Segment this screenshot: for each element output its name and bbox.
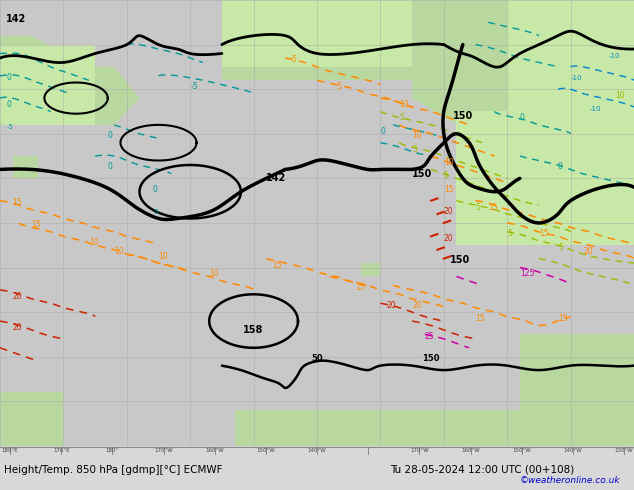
- Text: -5: -5: [190, 82, 198, 91]
- Text: 170°W: 170°W: [410, 448, 429, 453]
- Polygon shape: [412, 0, 456, 125]
- Text: 25: 25: [425, 332, 434, 341]
- Text: 10: 10: [615, 91, 624, 100]
- Text: 150: 150: [412, 169, 432, 179]
- Text: 150°W: 150°W: [512, 448, 531, 453]
- Text: 50: 50: [311, 354, 323, 363]
- Text: 0: 0: [152, 185, 157, 194]
- Text: 15: 15: [355, 283, 365, 292]
- Text: 15: 15: [476, 314, 485, 323]
- Text: 158: 158: [243, 325, 264, 335]
- Text: 10: 10: [89, 238, 98, 247]
- Polygon shape: [361, 263, 380, 276]
- Text: 5: 5: [292, 55, 297, 64]
- Text: 150: 150: [453, 111, 473, 121]
- Text: 125: 125: [520, 270, 534, 278]
- Text: 0: 0: [108, 131, 113, 140]
- Text: 5: 5: [444, 172, 449, 180]
- Text: 5: 5: [476, 202, 481, 212]
- Text: 140°W: 140°W: [307, 448, 327, 453]
- Polygon shape: [13, 156, 38, 178]
- Text: -10: -10: [609, 53, 620, 59]
- Polygon shape: [520, 334, 634, 446]
- Text: 20: 20: [444, 234, 453, 243]
- Text: 0: 0: [6, 74, 11, 82]
- Text: 0: 0: [6, 100, 11, 109]
- Text: 10: 10: [399, 100, 409, 109]
- Text: 15: 15: [444, 185, 453, 194]
- Text: 0: 0: [380, 127, 385, 136]
- Text: 150°W: 150°W: [257, 448, 275, 453]
- Polygon shape: [222, 0, 412, 67]
- Text: 142: 142: [6, 14, 27, 24]
- Text: 10: 10: [412, 131, 422, 140]
- Text: 10: 10: [114, 247, 124, 256]
- Text: 140°W: 140°W: [564, 448, 582, 453]
- Text: -10: -10: [571, 75, 582, 81]
- Text: 150: 150: [450, 255, 470, 265]
- Text: 20: 20: [387, 301, 396, 310]
- Text: 0: 0: [108, 163, 113, 172]
- Text: -10: -10: [590, 106, 601, 113]
- Text: 5: 5: [558, 243, 563, 252]
- Polygon shape: [0, 392, 63, 446]
- Polygon shape: [456, 0, 634, 125]
- Polygon shape: [222, 0, 412, 80]
- Text: 20: 20: [412, 301, 422, 310]
- Text: Height/Temp. 850 hPa [gdmp][°C] ECMWF: Height/Temp. 850 hPa [gdmp][°C] ECMWF: [4, 465, 223, 475]
- Text: 20: 20: [583, 247, 593, 256]
- Text: 20: 20: [13, 323, 22, 332]
- Text: -5: -5: [6, 124, 13, 130]
- Text: 0: 0: [558, 163, 563, 172]
- Text: 15: 15: [32, 220, 41, 229]
- Text: 150: 150: [422, 354, 440, 363]
- Polygon shape: [507, 0, 634, 67]
- Text: 130°W: 130°W: [614, 448, 633, 453]
- Text: 142: 142: [266, 173, 287, 183]
- Polygon shape: [507, 0, 634, 112]
- Text: 5: 5: [336, 82, 341, 91]
- Text: 15: 15: [488, 202, 498, 212]
- Polygon shape: [235, 410, 634, 446]
- Text: 170°W: 170°W: [154, 448, 173, 453]
- Text: 15: 15: [273, 261, 282, 270]
- Text: .: .: [209, 252, 212, 261]
- Polygon shape: [0, 67, 139, 125]
- Text: 0: 0: [520, 113, 525, 122]
- Text: 180°E: 180°E: [2, 448, 18, 453]
- Text: 20: 20: [13, 292, 22, 301]
- Text: 15: 15: [558, 314, 567, 323]
- Text: 5: 5: [507, 229, 512, 238]
- Text: 15: 15: [13, 198, 22, 207]
- Text: 5: 5: [399, 113, 404, 122]
- Text: 5: 5: [412, 145, 417, 153]
- Text: 10: 10: [444, 158, 453, 167]
- Text: 170°E: 170°E: [53, 448, 70, 453]
- Text: 10: 10: [209, 270, 219, 278]
- Text: ©weatheronline.co.uk: ©weatheronline.co.uk: [519, 476, 620, 485]
- Polygon shape: [0, 36, 63, 80]
- Text: 10: 10: [158, 252, 168, 261]
- Text: 160°W: 160°W: [461, 448, 480, 453]
- Text: 15: 15: [539, 229, 548, 238]
- Text: 20: 20: [444, 207, 453, 216]
- Text: Tu 28-05-2024 12:00 UTC (00+108): Tu 28-05-2024 12:00 UTC (00+108): [390, 465, 574, 475]
- Polygon shape: [0, 45, 95, 125]
- Text: -5: -5: [152, 209, 159, 215]
- Polygon shape: [456, 112, 634, 245]
- Text: 160°W: 160°W: [205, 448, 224, 453]
- Text: 180°: 180°: [106, 448, 119, 453]
